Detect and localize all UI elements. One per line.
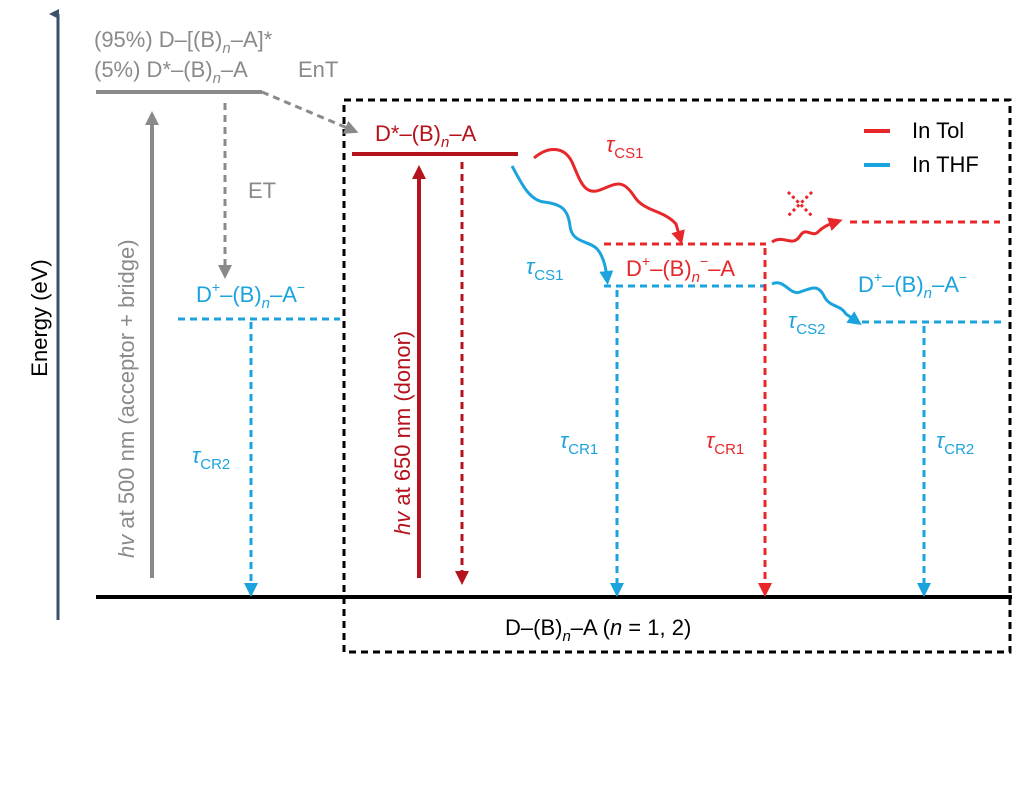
cs1-wavy-arrow-tol: [533, 148, 685, 245]
cs1-wavy-arrow-thf: [510, 165, 614, 285]
cs2-wavy-arrow-thf: [771, 281, 862, 326]
cs1-label-tol: τCS1: [606, 132, 643, 162]
et-label: ET: [248, 178, 276, 203]
acceptor-excitation-label: hv at 500 nm (acceptor + bridge): [114, 239, 139, 558]
energy-axis-label: Energy (eV): [27, 259, 52, 376]
donor-excited-label: D*–(B)n–A: [375, 121, 477, 151]
ent-label: EnT: [298, 57, 338, 82]
blocked-cross-icon: [786, 190, 814, 218]
cs-state-left-label: D+–(B)n–A−: [196, 279, 305, 312]
legend: In Tol In THF: [864, 118, 979, 177]
ground-state-label: D–(B)n–A (n = 1, 2): [505, 615, 691, 645]
donor-excitation-box: [342, 98, 1012, 654]
legend-label-thf: In THF: [912, 152, 979, 177]
cr2-label-right: τCR2: [936, 428, 974, 458]
legend-label-tol: In Tol: [912, 118, 964, 143]
donor-excitation-label: hv at 650 nm (donor): [390, 331, 415, 535]
cs2-wavy-arrow-tol-blocked: [771, 217, 843, 244]
cr2-label-left: τCR2: [192, 443, 230, 473]
cs-state-tol-label: D+–(B)n−–A: [626, 253, 735, 286]
cs1-label-thf: τCS1: [526, 254, 563, 284]
ent-arrow: [261, 90, 359, 134]
initial-state-label-line2: (5%) D*–(B)n–A: [94, 57, 248, 87]
cr1-label-thf: τCR1: [560, 428, 598, 458]
initial-state-label-line1: (95%) D–[(B)n–A]*: [94, 27, 273, 57]
cs-state-right-label: D+–(B)n–A−: [858, 269, 967, 302]
cr1-label-tol: τCR1: [706, 428, 744, 458]
cs2-label-thf: τCS2: [788, 308, 825, 338]
